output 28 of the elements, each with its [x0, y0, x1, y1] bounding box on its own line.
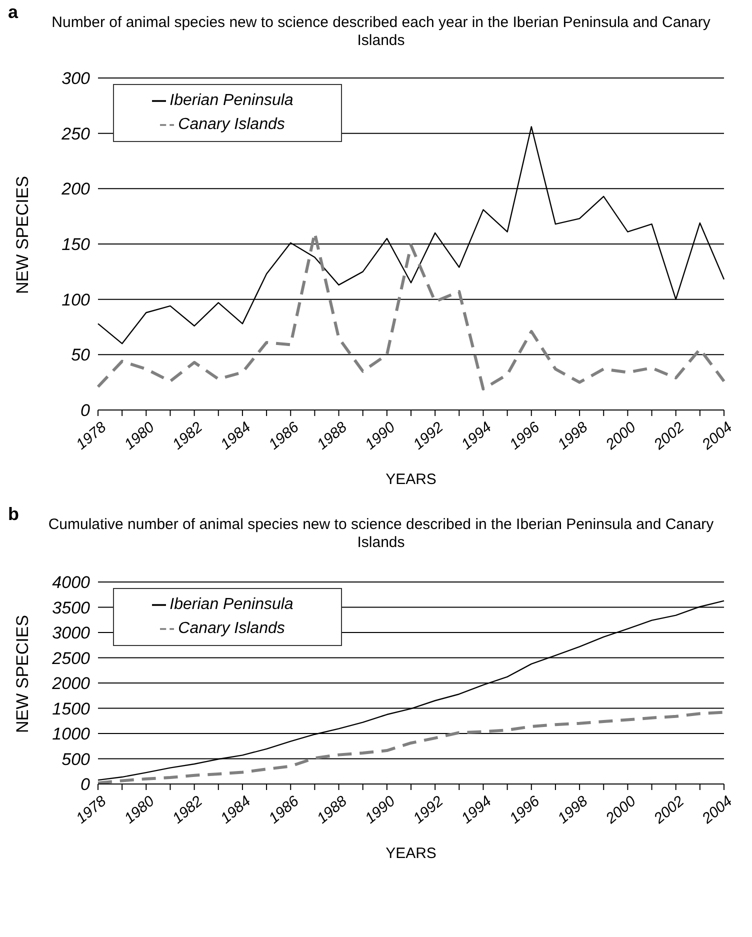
y-axis-title: NEW SPECIES: [13, 176, 32, 294]
y-tick-label: 1000: [52, 724, 91, 744]
legend-label: Iberian Peninsula: [170, 596, 294, 613]
y-tick-label: 2000: [51, 674, 91, 694]
y-tick-label: 200: [60, 180, 91, 199]
text: b: [8, 504, 19, 525]
x-axis-title: YEARS: [386, 471, 436, 488]
y-tick-label: 500: [62, 750, 91, 769]
chart-title: Number of animal species new to science described each year in the Iberian Peninsula and Canary Islands: [52, 14, 710, 49]
y-tick-label: 0: [80, 401, 91, 420]
y-tick-label: 3500: [52, 598, 91, 618]
legend-label: Canary Islands: [178, 116, 285, 133]
y-tick-label: 300: [62, 69, 91, 88]
y-tick-label: 0: [80, 775, 91, 794]
x-axis-title: YEARS: [386, 845, 436, 862]
y-tick-label: 1500: [52, 699, 91, 718]
legend-label: Iberian Peninsula: [170, 92, 294, 109]
y-tick-label: 150: [62, 235, 91, 254]
y-tick-label: 4000: [52, 573, 91, 592]
y-tick-label: 3000: [52, 624, 91, 643]
y-tick-label: 2500: [51, 648, 91, 668]
y-tick-label: 100: [62, 290, 91, 310]
y-tick-label: 50: [71, 346, 91, 365]
legend-label: Canary Islands: [178, 620, 285, 637]
y-axis-title: NEW SPECIES: [13, 614, 32, 733]
chart-title: Cumulative number of animal species new to science described in the Iberian Peninsula and Canary Islands: [48, 516, 714, 551]
y-tick-label: 250: [60, 124, 91, 144]
text: a: [8, 2, 18, 23]
